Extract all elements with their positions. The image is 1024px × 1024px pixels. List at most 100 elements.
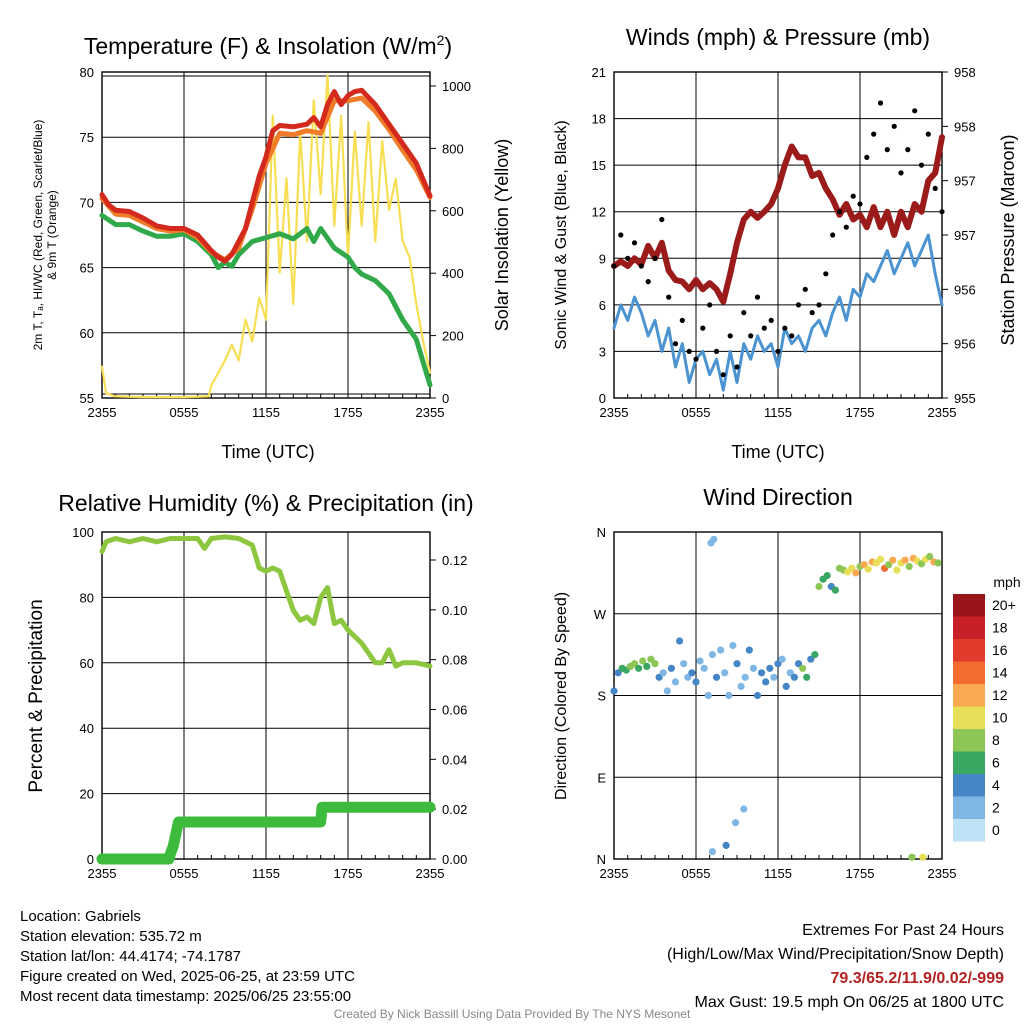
direction-point	[643, 662, 651, 671]
wind-panel: 2355 0555 1155 1755 2355 21 18 15 12 9 6 3 0 958 958 95…	[553, 24, 1018, 462]
wind-gust-point	[713, 348, 720, 354]
wind-gust-point	[727, 333, 733, 339]
temperature-title-main: Temperature (F) & Insolation (W/m	[84, 33, 437, 59]
wind-gust-point	[754, 294, 761, 300]
direction-point	[758, 669, 766, 677]
humidity-x-tick-label: 2355	[88, 866, 117, 881]
wind-gust-point	[864, 154, 870, 160]
direction-point	[901, 556, 909, 564]
direction-point	[722, 841, 730, 850]
temperature-x-tick-label: 1755	[334, 405, 363, 420]
direction-legend-swatch	[953, 819, 985, 842]
direction-y-tick-label: N	[597, 525, 606, 540]
direction-x-tick-label: 1155	[764, 866, 792, 881]
direction-legend-title: mph	[993, 574, 1020, 590]
temperature-x-tick-label: 2355	[88, 405, 117, 420]
direction-point	[663, 687, 671, 695]
direction-point	[749, 664, 758, 672]
wind-gust-point	[925, 131, 931, 137]
temperature-y-tick-label: 55	[80, 391, 94, 406]
direction-legend-label: 10	[992, 710, 1008, 726]
direction-point	[919, 853, 927, 861]
wind-gust-point	[843, 224, 849, 230]
wind-gust-point	[912, 108, 918, 114]
direction-point	[667, 664, 676, 672]
wind-gust-point	[700, 325, 706, 331]
direction-point	[790, 673, 799, 681]
direction-x-tick-label: 1755	[846, 866, 875, 881]
wind-gust-point	[802, 286, 808, 292]
wind-y2-tick-label: 958	[954, 119, 976, 134]
station-info: Location: Gabriels Station elevation: 53…	[20, 907, 355, 1007]
direction-point	[712, 673, 721, 681]
extremes-box: Extremes For Past 24 Hours (High/Low/Max…	[667, 919, 1004, 1015]
temperature-y2-tick-label: 1000	[442, 79, 471, 94]
direction-y-tick-label: E	[597, 770, 606, 785]
direction-legend-label: 2	[992, 800, 1000, 816]
direction-point	[676, 637, 684, 645]
wind-y2-tick-label: 957	[954, 174, 976, 189]
direction-frame	[613, 531, 943, 860]
wind-x-tick-label: 2355	[928, 405, 957, 420]
direction-point	[630, 660, 639, 668]
direction-legend-swatch	[953, 639, 985, 662]
humidity-x-tick-label: 1755	[334, 866, 363, 881]
direction-point	[610, 687, 618, 695]
wind-gust-point	[905, 147, 911, 153]
direction-point	[710, 535, 718, 543]
direction-point	[708, 848, 717, 856]
direction-legend-swatch	[953, 706, 985, 729]
wind-y-tick-label: 9	[599, 251, 606, 266]
wind-y-tick-label: 3	[599, 344, 606, 359]
humidity-x-tick-label: 2355	[416, 866, 445, 881]
direction-x-tick-label: 2355	[600, 866, 629, 881]
wind-title: Winds (mph) & Pressure (mb)	[626, 24, 930, 50]
wind-gust-point	[645, 279, 651, 285]
temperature-panel: Temperature (F) & Insolation (W/m2) 2355…	[31, 32, 512, 462]
recent-timestamp: Most recent data timestamp: 2025/06/25 2…	[20, 988, 352, 1005]
figure-created: Figure created on Wed, 2025-06-25, at 23…	[20, 968, 355, 985]
direction-ylabel: Direction (Colored By Speed)	[553, 592, 570, 800]
direction-point	[651, 660, 659, 668]
wind-y2-tick-label: 956	[954, 337, 976, 352]
wind-gust-point	[638, 263, 644, 269]
direction-point	[704, 691, 712, 700]
wind-gust-point	[625, 255, 631, 261]
direction-legend-label: 8	[992, 732, 1000, 748]
direction-point	[717, 646, 725, 654]
humidity-x-tick-label: 1155	[252, 866, 280, 881]
direction-point	[696, 657, 704, 665]
direction-legend-label: 12	[992, 687, 1008, 703]
direction-y-tick-label: W	[594, 607, 607, 622]
humidity-y-tick-label: 0	[87, 852, 94, 867]
temperature-title-close: )	[444, 33, 452, 59]
temperature-y2-tick-label: 200	[442, 329, 464, 344]
wind-gust-point	[611, 263, 617, 269]
direction-point	[905, 562, 913, 571]
extremes-values: 79.3/65.2/11.9/0.02/-999	[830, 970, 1004, 987]
direction-legend-label: 14	[992, 665, 1008, 681]
direction-point	[908, 853, 916, 861]
direction-point	[737, 682, 745, 691]
direction-point	[733, 660, 741, 668]
wind-gust-point	[748, 333, 754, 339]
wind-gust-point	[741, 310, 747, 316]
wind-ylabel: Sonic Wind & Gust (Blue, Black)	[553, 120, 570, 349]
station-elevation: Station elevation: 535.72 m	[20, 928, 202, 945]
temperature-y-tick-label: 65	[80, 261, 94, 276]
wind-y2-tick-label: 958	[954, 65, 976, 80]
wind-gust-point	[679, 317, 685, 323]
temperature-y2-tick-label: 400	[442, 266, 464, 281]
direction-point	[766, 664, 774, 672]
station-location: Location: Gabriels	[20, 908, 141, 925]
direction-point	[876, 555, 885, 563]
direction-point	[831, 586, 840, 594]
humidity-y-tick-label: 20	[80, 787, 94, 802]
wind-gust-point	[659, 216, 665, 223]
direction-point	[671, 678, 680, 686]
humidity-y2-tick-label: 0.02	[442, 802, 467, 817]
direction-point	[893, 566, 901, 574]
direction-legend-swatch	[953, 661, 985, 684]
direction-point	[688, 669, 696, 677]
wind-gust-point	[809, 310, 815, 316]
